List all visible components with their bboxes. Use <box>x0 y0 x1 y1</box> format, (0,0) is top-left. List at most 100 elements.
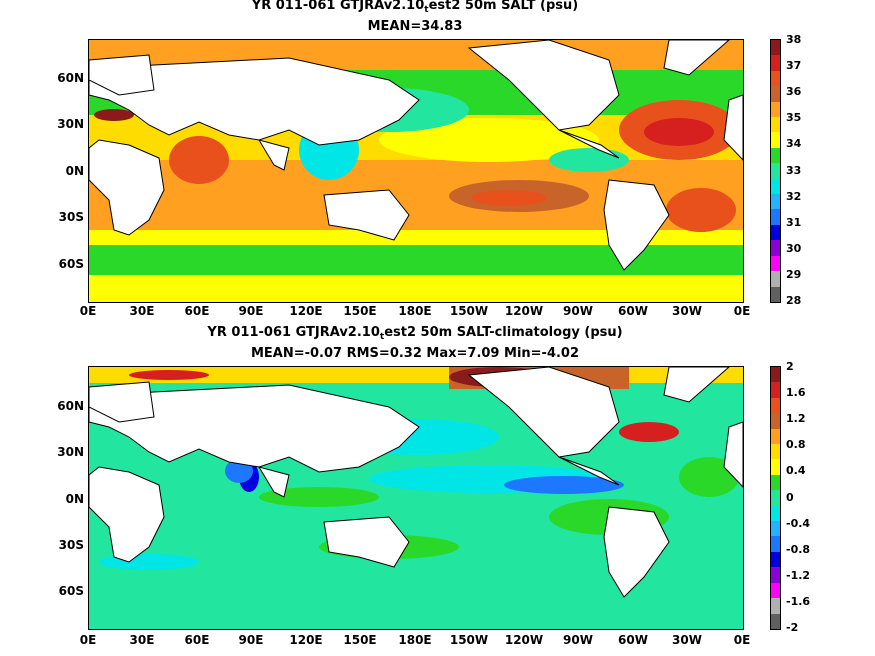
colorbar-swatch <box>771 86 780 102</box>
top-salinity-map <box>88 39 744 303</box>
x-label-0e-end: 0E <box>733 633 751 647</box>
colorbar-swatch <box>771 490 780 506</box>
cbar-bottom-label: -0.8 <box>786 543 811 556</box>
colorbar-swatch <box>771 240 780 256</box>
cbar-bottom-label: 1.2 <box>786 412 806 425</box>
y-label-30s: 30S <box>58 210 84 224</box>
colorbar-swatch <box>771 194 780 210</box>
colorbar-swatch <box>771 444 780 460</box>
x-label-0e: 0E <box>79 304 97 318</box>
cbar-top-label: 32 <box>786 190 802 203</box>
colorbar-swatch <box>771 598 780 614</box>
x-label-60w: 60W <box>618 633 648 647</box>
colorbar-swatch <box>771 55 780 71</box>
x-label-120w: 120W <box>504 304 544 318</box>
colorbar-swatch <box>771 147 780 164</box>
x-label-30w: 30W <box>672 304 702 318</box>
x-label-150e: 150E <box>343 633 377 647</box>
cbar-top-label: 35 <box>786 111 802 124</box>
cbar-bottom-label: 1.6 <box>786 386 806 399</box>
x-label-30e: 30E <box>129 633 155 647</box>
x-label-90e: 90E <box>238 304 264 318</box>
cbar-top-label: 31 <box>786 216 802 229</box>
colorbar-swatch <box>771 224 780 241</box>
x-label-30e: 30E <box>129 304 155 318</box>
colorbar-swatch <box>771 132 780 148</box>
colorbar-swatch <box>771 474 780 491</box>
cbar-top-label: 30 <box>786 242 802 255</box>
colorbar-swatch <box>771 521 780 537</box>
colorbar-swatch <box>771 397 780 414</box>
cbar-top-label: 37 <box>786 59 802 72</box>
colorbar-swatch <box>771 286 780 302</box>
colorbar-swatch <box>771 163 780 179</box>
colorbar-swatch <box>771 209 780 225</box>
cbar-top-label: 38 <box>786 33 802 46</box>
colorbar-swatch <box>771 505 780 522</box>
cbar-bottom-label: -1.6 <box>786 595 811 608</box>
colorbar-swatch <box>771 536 780 552</box>
cbar-top-label: 36 <box>786 85 802 98</box>
colorbar-swatch <box>771 613 780 629</box>
x-label-150w: 150W <box>449 304 489 318</box>
y-label-60s-bottom: 60S <box>58 584 84 598</box>
colorbar-swatch <box>771 255 780 272</box>
colorbar-swatch <box>771 70 780 87</box>
x-label-0e-end: 0E <box>733 304 751 318</box>
x-label-90e: 90E <box>238 633 264 647</box>
colorbar-swatch <box>771 567 780 583</box>
cbar-bottom-label: 0 <box>786 491 794 504</box>
y-label-0n: 0N <box>65 164 84 178</box>
x-label-180e: 180E <box>398 304 432 318</box>
colorbar-swatch <box>771 101 780 118</box>
x-label-60w: 60W <box>618 304 648 318</box>
x-label-120e: 120E <box>289 633 323 647</box>
cbar-bottom-label: 0.8 <box>786 438 806 451</box>
cbar-bottom-label: -0.4 <box>786 517 811 530</box>
cbar-top-label: 33 <box>786 164 802 177</box>
x-label-150w: 150W <box>449 633 489 647</box>
colorbar-swatch <box>771 271 780 287</box>
y-label-60n: 60N <box>57 71 84 85</box>
cbar-bottom-label: 0.4 <box>786 464 806 477</box>
x-label-90w: 90W <box>563 633 593 647</box>
bottom-title: YR 011-061 GTJRAv2.10test2 50m SALT-clim… <box>207 325 623 342</box>
colorbar-swatch <box>771 413 780 429</box>
cbar-bottom-label: -2 <box>786 621 799 634</box>
colorbar-swatch <box>771 117 780 133</box>
bottom-anomaly-map <box>88 366 744 630</box>
y-label-0n-bottom: 0N <box>65 492 84 506</box>
top-title: YR 011-061 GTJRAv2.10test2 50m SALT (psu… <box>251 0 579 15</box>
colorbar-swatch <box>771 428 780 445</box>
colorbar-swatch <box>771 367 780 383</box>
colorbar-swatch <box>771 582 780 599</box>
cbar-top-label: 34 <box>786 137 802 150</box>
colorbar-swatch <box>771 178 780 195</box>
y-label-30n-bottom: 30N <box>57 445 84 459</box>
y-label-30s-bottom: 30S <box>58 538 84 552</box>
colorbar-swatch <box>771 382 780 398</box>
x-label-90w: 90W <box>563 304 593 318</box>
x-label-120e: 120E <box>289 304 323 318</box>
colorbar-swatch <box>771 40 780 56</box>
colorbar-swatch <box>771 551 780 568</box>
bottom-stats: MEAN=-0.07 RMS=0.32 Max=7.09 Min=-4.02 <box>250 346 580 361</box>
x-label-60e: 60E <box>184 304 210 318</box>
top-colorbar <box>770 39 781 303</box>
x-label-150e: 150E <box>343 304 377 318</box>
colorbar-swatch <box>771 459 780 475</box>
bottom-colorbar <box>770 366 781 630</box>
y-label-30n: 30N <box>57 117 84 131</box>
x-label-120w: 120W <box>504 633 544 647</box>
y-label-60n-bottom: 60N <box>57 399 84 413</box>
cbar-bottom-label: -1.2 <box>786 569 811 582</box>
x-label-30w: 30W <box>672 633 702 647</box>
x-label-60e: 60E <box>184 633 210 647</box>
top-stats: MEAN=34.83 <box>367 19 463 34</box>
cbar-top-label: 28 <box>786 294 802 307</box>
y-label-60s: 60S <box>58 257 84 271</box>
x-label-0e: 0E <box>79 633 97 647</box>
cbar-top-label: 29 <box>786 268 802 281</box>
cbar-bottom-label: 2 <box>786 360 794 373</box>
x-label-180e: 180E <box>398 633 432 647</box>
